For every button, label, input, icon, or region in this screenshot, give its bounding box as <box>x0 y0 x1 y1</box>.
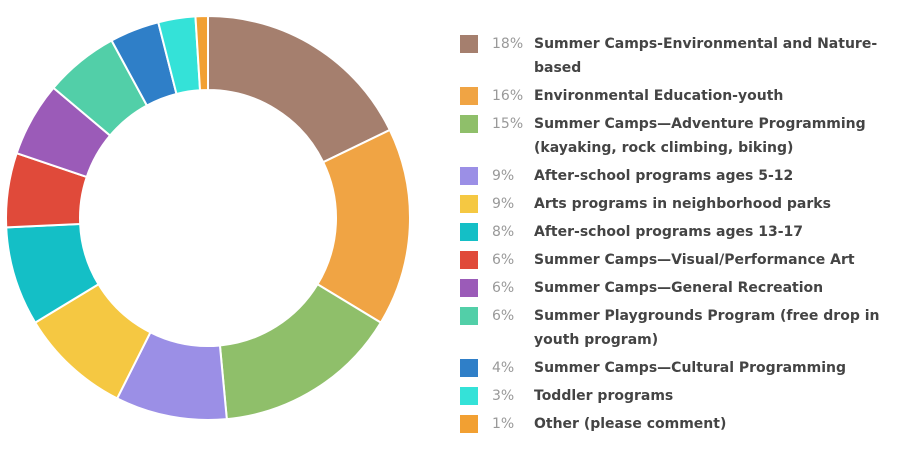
legend-percent: 4% <box>492 360 515 376</box>
legend-item: 3% Toddler programs <box>460 384 900 408</box>
legend-item: 4% Summer Camps—Cultural Programming <box>460 356 900 380</box>
legend-percent: 18% <box>492 36 524 52</box>
legend-item: 6% Summer Camps—Visual/Performance Art <box>460 248 900 272</box>
legend-item: 6% Summer Playgrounds Program (free drop … <box>460 304 900 352</box>
legend-label: Arts programs in neighborhood parks <box>534 196 831 212</box>
legend-label: Toddler programs <box>534 388 674 404</box>
legend-swatch <box>460 251 478 269</box>
legend-label: After-school programs ages 5-12 <box>534 168 794 184</box>
legend-swatch <box>460 223 478 241</box>
legend-swatch <box>460 279 478 297</box>
legend-item: 9% Arts programs in neighborhood parks <box>460 192 900 216</box>
legend-label: Summer Camps-Environmental and Nature-ba… <box>534 36 878 76</box>
legend-label: After-school programs ages 13-17 <box>534 224 803 240</box>
legend-percent: 3% <box>492 388 515 404</box>
legend-item: 9% After-school programs ages 5-12 <box>460 164 900 188</box>
legend-label: Other (please comment) <box>534 416 727 432</box>
legend-percent: 16% <box>492 88 524 104</box>
legend-item: 18% Summer Camps-Environmental and Nature… <box>460 32 900 80</box>
legend-percent: 1% <box>492 416 515 432</box>
legend-percent: 9% <box>492 168 515 184</box>
legend-swatch <box>460 167 478 185</box>
legend-swatch <box>460 359 478 377</box>
legend-swatch <box>460 415 478 433</box>
legend-swatch <box>460 35 478 53</box>
legend-swatch <box>460 307 478 325</box>
legend: 18% Summer Camps-Environmental and Nature… <box>460 32 900 440</box>
wedge <box>207 14 392 164</box>
legend-percent: 6% <box>492 252 515 268</box>
legend-item: 8% After-school programs ages 13-17 <box>460 220 900 244</box>
legend-item: 15% Summer Camps—Adventure Programming (k… <box>460 112 900 160</box>
legend-percent: 8% <box>492 224 515 240</box>
legend-swatch <box>460 115 478 133</box>
legend-label: Summer Camps—Visual/Performance Art <box>534 252 855 268</box>
legend-percent: 6% <box>492 308 515 324</box>
legend-item: 1% Other (please comment) <box>460 412 900 436</box>
legend-percent: 15% <box>492 116 524 132</box>
legend-label: Summer Camps—General Recreation <box>534 280 824 296</box>
legend-label: Environmental Education-youth <box>534 88 784 104</box>
legend-item: 16% Environmental Education-youth <box>460 84 900 108</box>
legend-label: Summer Camps—Adventure Programming (kaya… <box>534 116 866 156</box>
donut <box>5 14 411 421</box>
legend-percent: 6% <box>492 280 515 296</box>
legend-label: Summer Playgrounds Program (free drop in… <box>534 308 880 348</box>
legend-percent: 9% <box>492 196 515 212</box>
legend-label: Summer Camps—Cultural Programming <box>534 360 847 376</box>
wedge <box>194 14 209 92</box>
legend-swatch <box>460 195 478 213</box>
legend-swatch <box>460 87 478 105</box>
legend-item: 6% Summer Camps—General Recreation <box>460 276 900 300</box>
legend-swatch <box>460 387 478 405</box>
